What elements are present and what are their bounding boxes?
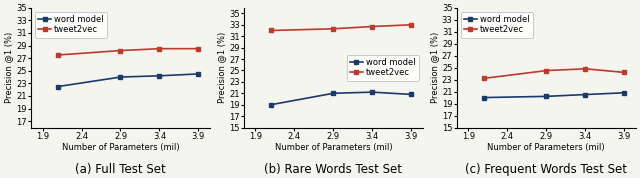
Line: word model: word model [269,90,413,107]
word model [156,75,163,77]
tweet2vec [480,77,488,79]
tweet2vec [267,29,275,32]
word model [480,96,488,99]
X-axis label: Number of Parameters (mil): Number of Parameters (mil) [488,143,605,153]
tweet2vec [195,48,202,50]
Line: word model: word model [56,72,201,89]
Legend: word model, tweet2vec: word model, tweet2vec [35,12,107,38]
Text: (b) Rare Words Test Set: (b) Rare Words Test Set [264,163,403,176]
tweet2vec [408,24,415,26]
tweet2vec [330,28,337,30]
X-axis label: Number of Parameters (mil): Number of Parameters (mil) [275,143,392,153]
Line: tweet2vec: tweet2vec [56,46,201,57]
word model [330,92,337,94]
Text: (c) Frequent Words Test Set: (c) Frequent Words Test Set [465,163,627,176]
Legend: word model, tweet2vec: word model, tweet2vec [461,12,533,38]
tweet2vec [54,54,62,56]
word model [267,104,275,106]
X-axis label: Number of Parameters (mil): Number of Parameters (mil) [61,143,179,153]
Y-axis label: Precision @1 (%): Precision @1 (%) [217,32,226,103]
Line: word model: word model [481,90,627,100]
word model [408,93,415,95]
word model [116,76,124,78]
tweet2vec [116,49,124,52]
Line: tweet2vec: tweet2vec [481,66,627,81]
Legend: word model, tweet2vec: word model, tweet2vec [347,55,419,81]
Y-axis label: Precision @1 (%): Precision @1 (%) [430,32,439,103]
tweet2vec [156,48,163,50]
word model [54,85,62,88]
word model [620,92,628,94]
tweet2vec [542,70,550,72]
word model [542,95,550,97]
tweet2vec [620,71,628,74]
Line: tweet2vec: tweet2vec [269,22,413,33]
tweet2vec [369,25,376,28]
Y-axis label: Precision @1 (%): Precision @1 (%) [4,32,13,103]
word model [581,93,589,96]
Text: (a) Full Test Set: (a) Full Test Set [75,163,166,176]
word model [369,91,376,93]
tweet2vec [581,68,589,70]
word model [195,73,202,75]
